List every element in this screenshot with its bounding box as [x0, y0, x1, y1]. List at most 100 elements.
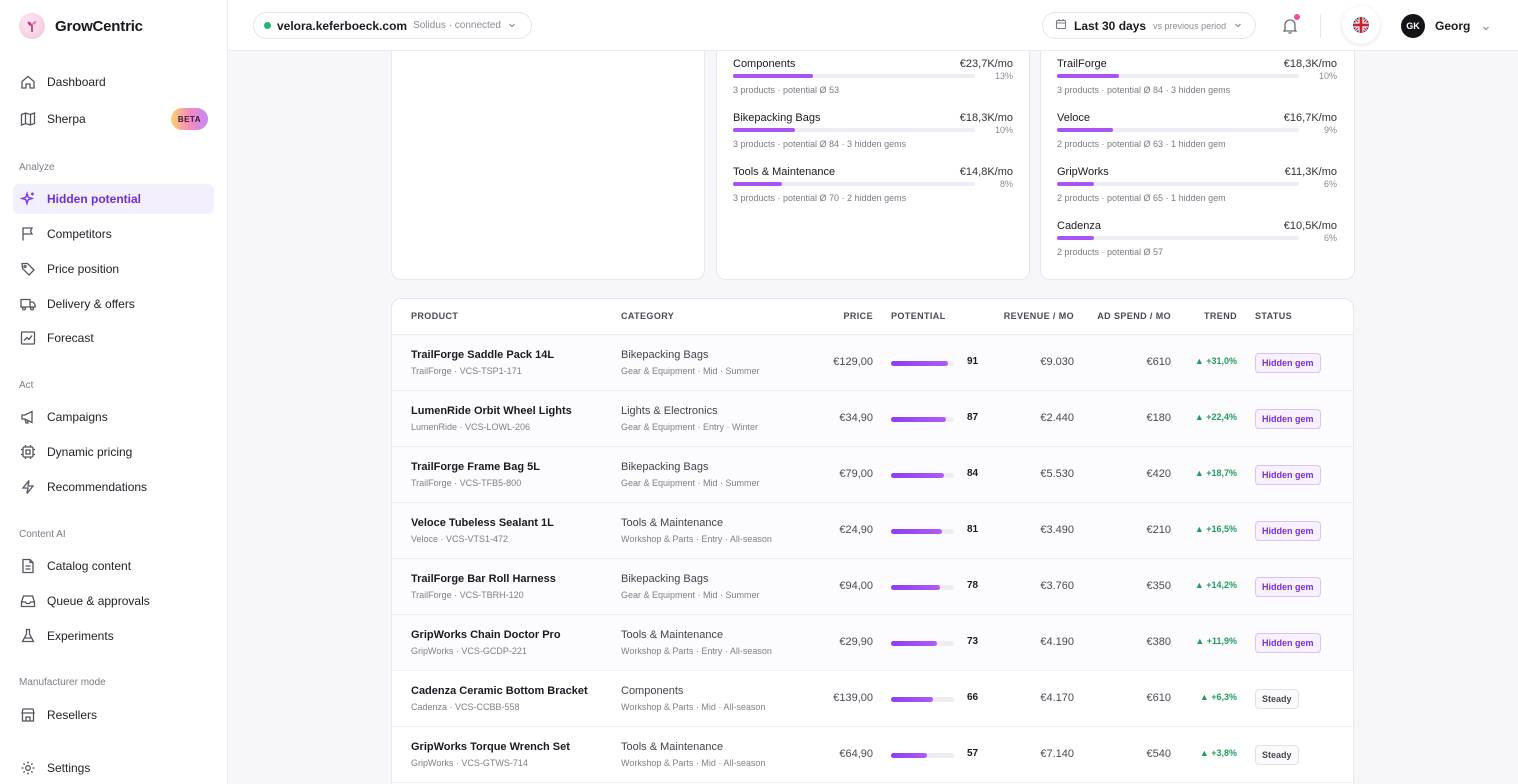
trend: ▲ +3,8% [1199, 748, 1237, 758]
sidebar-item-label: Dynamic pricing [47, 445, 133, 459]
chevron-down-icon [1233, 17, 1243, 35]
product-name: Cadenza Ceramic Bottom Bracket [411, 685, 588, 697]
sidebar-item-price-position[interactable]: Price position [13, 254, 214, 284]
bolt-icon [19, 478, 37, 496]
table-row[interactable]: TrailForge Saddle Pack 14L TrailForge · V… [392, 335, 1353, 391]
category-details: Gear & Equipment · Mid · Summer [621, 366, 760, 376]
sidebar-item-resellers[interactable]: Resellers [13, 700, 214, 730]
sidebar-item-label: Recommendations [47, 480, 148, 494]
uk-flag-icon [1353, 17, 1369, 33]
sidebar-item-dynamic-pricing[interactable]: Dynamic pricing [13, 437, 214, 467]
table-row[interactable]: Cadenza Ceramic Bottom Bracket Cadenza · … [392, 671, 1353, 727]
logo-icon [19, 13, 45, 39]
potential-bar-fill [891, 473, 944, 478]
price: €34,90 [839, 412, 873, 424]
status-badge[interactable]: Steady [1255, 689, 1299, 709]
col-revenue[interactable]: REVENUE / MO [1003, 311, 1074, 321]
category-name: Bikepacking Bags [621, 349, 709, 361]
avatar[interactable]: GK [1401, 14, 1425, 38]
sidebar-item-sherpa[interactable]: Sherpa BETA [13, 104, 214, 134]
chevron-down-icon[interactable] [1481, 20, 1491, 38]
share-bar-fill [733, 74, 814, 78]
col-status[interactable]: STATUS [1255, 311, 1293, 321]
row-name: Cadenza [1057, 220, 1102, 232]
sidebar-item-forecast[interactable]: Forecast [13, 323, 214, 353]
product-sku: TrailForge · VCS-TFB5-800 [411, 478, 522, 488]
share-bar-fill [1057, 182, 1095, 186]
language-selector[interactable] [1342, 6, 1380, 44]
table-row[interactable]: GripWorks Chain Doctor Pro GripWorks · VC… [392, 615, 1353, 671]
trend: ▲ +31,0% [1194, 356, 1237, 366]
category-name: Lights & Electronics [621, 405, 718, 417]
col-potential[interactable]: POTENTIAL [891, 311, 946, 321]
brand[interactable]: GrowCentric [19, 12, 143, 40]
table-row[interactable]: Veloce Tubeless Sealant 1L Veloce · VCS-V… [392, 503, 1353, 559]
share-bar-fill [733, 182, 783, 186]
store-selector[interactable]: velora.keferboeck.com Solidus · connecte… [253, 12, 532, 39]
topbar: velora.keferboeck.com Solidus · connecte… [228, 0, 1518, 51]
tag-icon [19, 260, 37, 278]
ad-spend: €210 [1146, 524, 1171, 536]
col-price[interactable]: PRICE [843, 311, 873, 321]
revenue: €3.490 [1040, 524, 1074, 536]
status-badge[interactable]: Hidden gem [1255, 633, 1321, 653]
sidebar-item-queue[interactable]: Queue & approvals [13, 586, 214, 616]
user-name[interactable]: Georg [1435, 19, 1471, 33]
sidebar-item-dashboard[interactable]: Dashboard [13, 67, 214, 97]
notifications-button[interactable] [1279, 14, 1301, 36]
chart-icon [19, 329, 37, 347]
status-badge[interactable]: Hidden gem [1255, 353, 1321, 373]
truck-icon [19, 295, 37, 313]
sidebar-item-label: Experiments [47, 629, 114, 643]
trend: ▲ +6,3% [1199, 692, 1237, 702]
sidebar-item-experiments[interactable]: Experiments [13, 621, 214, 651]
sidebar-item-settings[interactable]: Settings [13, 753, 214, 783]
share-bar [733, 74, 975, 78]
row-value: €11,3K/mo [1284, 166, 1337, 178]
row-name: TrailForge [1057, 58, 1107, 70]
sidebar-item-recommendations[interactable]: Recommendations [13, 472, 214, 502]
sidebar-item-hidden-potential[interactable]: Hidden potential [13, 184, 214, 214]
price: €139,00 [833, 692, 873, 704]
category-details: Workshop & Parts · Mid · All-season [621, 702, 766, 712]
panel-brands: TrailForge €18,3K/mo 10% 3 products · poten… [1040, 30, 1355, 280]
table-row[interactable]: LumenRide Orbit Wheel Lights LumenRide · … [392, 391, 1353, 447]
beta-badge: BETA [170, 108, 208, 130]
sidebar-item-catalog[interactable]: Catalog content [13, 551, 214, 581]
col-ad-spend[interactable]: AD SPEND / MO [1097, 311, 1171, 321]
share-bar [1057, 128, 1299, 132]
product-name: TrailForge Frame Bag 5L [411, 461, 540, 473]
price: €24,90 [839, 524, 873, 536]
product-sku: GripWorks · VCS-GCDP-221 [411, 646, 527, 656]
category-name: Bikepacking Bags [621, 573, 709, 585]
row-subtext: 2 products · potential Ø 65 · 1 hidden g… [1057, 193, 1226, 203]
col-category[interactable]: CATEGORY [621, 311, 675, 321]
col-product[interactable]: PRODUCT [411, 311, 459, 321]
status-badge[interactable]: Hidden gem [1255, 409, 1321, 429]
sidebar-item-label: Delivery & offers [47, 297, 135, 311]
row-subtext: 3 products · potential Ø 70 · 2 hidden g… [733, 193, 907, 203]
col-trend[interactable]: TREND [1204, 311, 1237, 321]
document-icon [19, 557, 37, 575]
status-badge[interactable]: Hidden gem [1255, 465, 1321, 485]
table-row[interactable]: TrailForge Frame Bag 5L TrailForge · VCS-… [392, 447, 1353, 503]
sidebar-item-competitors[interactable]: Competitors [13, 219, 214, 249]
sidebar-item-label: Resellers [47, 708, 98, 722]
sidebar-item-campaigns[interactable]: Campaigns [13, 402, 214, 432]
share-bar-fill [1057, 74, 1119, 78]
revenue: €7.140 [1040, 748, 1074, 760]
sidebar-item-delivery[interactable]: Delivery & offers [13, 289, 214, 319]
product-sku: Cadenza · VCS-CCBB-558 [411, 702, 520, 712]
status-badge[interactable]: Hidden gem [1255, 521, 1321, 541]
table-row[interactable]: TrailForge Bar Roll Harness TrailForge · … [392, 559, 1353, 615]
calendar-icon [1055, 17, 1067, 35]
store-icon [19, 706, 37, 724]
potential-score: 78 [967, 580, 979, 591]
row-name: Bikepacking Bags [733, 112, 821, 124]
table-row[interactable]: GripWorks Torque Wrench Set GripWorks · V… [392, 727, 1353, 783]
share-bar-fill [1057, 236, 1095, 240]
date-range-selector[interactable]: Last 30 days vs previous period [1042, 12, 1257, 39]
status-badge[interactable]: Steady [1255, 745, 1299, 765]
revenue: €4.190 [1040, 636, 1074, 648]
status-badge[interactable]: Hidden gem [1255, 577, 1321, 597]
